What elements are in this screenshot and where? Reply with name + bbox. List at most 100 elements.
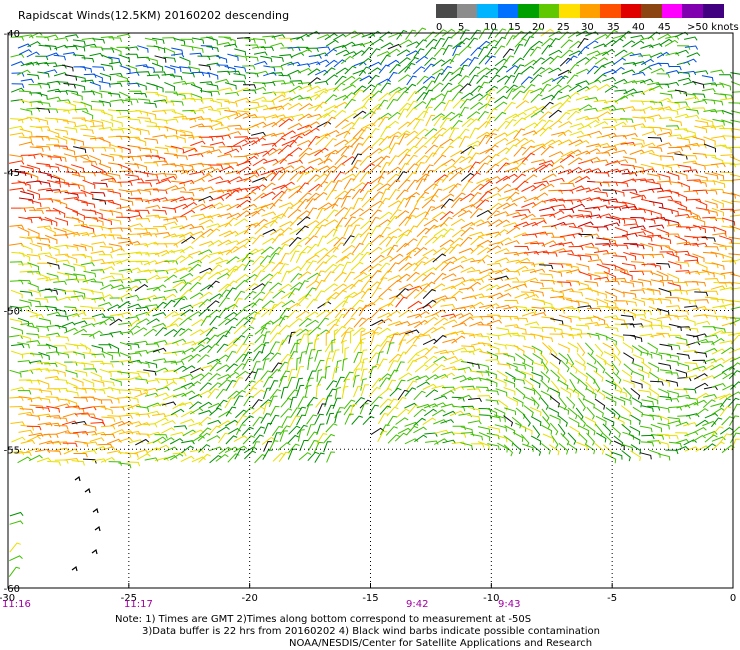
wind-barb xyxy=(326,291,340,301)
wind-barb xyxy=(722,372,736,380)
wind-barb xyxy=(522,308,537,314)
wind-barb xyxy=(314,173,328,182)
wind-barb xyxy=(277,361,289,372)
wind-barb xyxy=(325,331,331,346)
wind-barb xyxy=(170,100,184,106)
wind-speed-colorbar: 0 5 10 15 20 25 30 35 40 45 >50 knots xyxy=(436,4,739,34)
wind-barb xyxy=(602,432,612,445)
wind-barb xyxy=(29,209,44,215)
wind-barb xyxy=(397,108,409,120)
wind-barb xyxy=(118,359,133,365)
wind-barb xyxy=(241,191,257,200)
wind-barb xyxy=(324,254,338,265)
wind-barb xyxy=(10,99,25,104)
wind-barb xyxy=(675,432,689,437)
wind-barb xyxy=(513,344,525,356)
wind-barb xyxy=(469,370,484,377)
wind-barb xyxy=(163,446,178,453)
wind-barb xyxy=(233,435,248,443)
wind-barb xyxy=(162,198,178,203)
wind-barb xyxy=(163,185,179,191)
wind-barb xyxy=(29,314,44,319)
wind-barb xyxy=(629,323,644,328)
wind-barb xyxy=(280,408,293,418)
wind-barb xyxy=(576,214,592,219)
wind-barb xyxy=(539,127,553,137)
wind-barb xyxy=(155,179,172,185)
wind-barb xyxy=(146,447,161,454)
wind-barb xyxy=(160,175,177,181)
wind-barb xyxy=(684,45,699,50)
wind-barb xyxy=(423,218,438,227)
wind-barb xyxy=(65,296,80,301)
wind-barb xyxy=(477,395,492,400)
wind-barb xyxy=(56,271,70,280)
wind-barb xyxy=(369,209,382,220)
wind-barb xyxy=(485,359,500,364)
wind-barb xyxy=(342,317,356,328)
wind-barb xyxy=(298,147,313,157)
wind-barb xyxy=(667,282,681,291)
wind-barb xyxy=(306,192,320,203)
wind-barb xyxy=(575,407,584,421)
wind-barb xyxy=(630,34,645,40)
wind-barb xyxy=(540,287,555,292)
wind-barb xyxy=(252,96,267,102)
wind-barb xyxy=(72,351,85,359)
wind-barb xyxy=(665,108,679,116)
wind-barb xyxy=(677,362,690,371)
wind-barb xyxy=(100,275,115,280)
wind-barb xyxy=(316,254,330,264)
wind-barb xyxy=(595,197,610,205)
wind-barb xyxy=(502,48,514,59)
wind-barb xyxy=(53,154,67,162)
wind-barb xyxy=(683,388,697,394)
wind-barb xyxy=(189,292,204,300)
wind-barb xyxy=(325,59,338,68)
wind-barb xyxy=(729,317,740,319)
wind-barb xyxy=(54,217,69,226)
colorbar-swatch xyxy=(682,4,703,18)
wind-barb xyxy=(260,322,271,334)
wind-barb xyxy=(199,81,214,86)
wind-barb xyxy=(639,149,655,155)
wind-barb xyxy=(646,396,659,405)
wind-barb xyxy=(54,324,68,332)
wind-barb xyxy=(277,243,289,255)
wind-barb xyxy=(587,272,601,281)
wind-barb xyxy=(532,231,548,236)
wind-barb xyxy=(485,176,501,182)
wind-barb xyxy=(406,117,420,128)
wind-barb xyxy=(281,299,295,308)
wind-barb xyxy=(254,307,268,316)
wind-barb xyxy=(26,164,41,173)
wind-barb xyxy=(396,273,411,283)
wind-barb xyxy=(28,388,43,394)
wind-barb xyxy=(340,327,354,337)
wind-barb xyxy=(395,417,409,425)
wind-barb xyxy=(146,349,161,354)
wind-barb xyxy=(331,263,344,274)
wind-barb xyxy=(224,148,240,155)
wind-barb xyxy=(352,374,360,388)
wind-barb xyxy=(287,159,303,165)
wind-barb xyxy=(466,281,481,290)
wind-barb xyxy=(376,277,388,289)
wind-barb xyxy=(370,308,385,318)
wind-barb xyxy=(398,262,413,272)
wind-barb xyxy=(601,61,616,67)
wind-barb xyxy=(478,304,495,309)
wind-barb xyxy=(407,91,419,102)
wind-barb xyxy=(206,90,220,96)
wind-barb xyxy=(171,186,187,191)
wind-barb xyxy=(385,120,399,129)
wind-barb xyxy=(109,209,123,218)
wind-barb xyxy=(260,413,271,424)
wind-barb xyxy=(467,377,482,382)
wind-barb xyxy=(341,156,356,165)
wind-barb xyxy=(730,356,740,363)
wind-barb xyxy=(252,177,268,183)
wind-barb xyxy=(476,371,490,377)
wind-barb xyxy=(335,376,345,388)
wind-barb xyxy=(515,209,531,214)
